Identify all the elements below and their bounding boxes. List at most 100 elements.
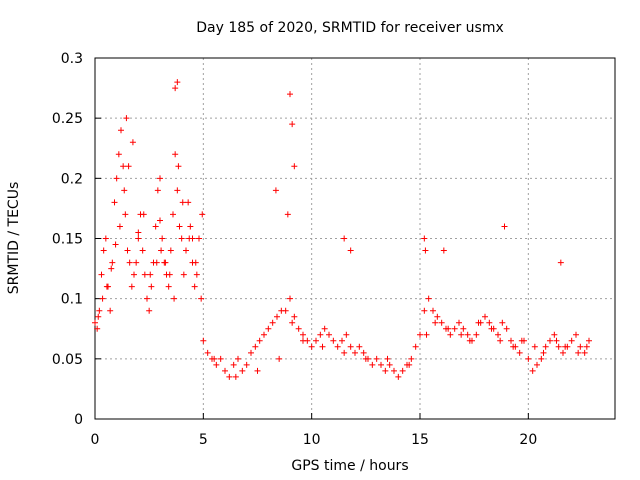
tick-layer: 0 5 10 15 20 0 0.05 0.1 0.15 0.2 0.25 0.3 xyxy=(52,51,537,448)
data-point-0-51 xyxy=(204,349,211,356)
data-point-0-155 xyxy=(171,295,178,302)
data-point-0-94 xyxy=(391,367,397,374)
data-point-0-178 xyxy=(488,325,495,332)
data-point-0-185 xyxy=(562,343,569,350)
data-point-0-142 xyxy=(103,283,110,290)
data-point-0-157 xyxy=(179,199,186,206)
data-point-0-145 xyxy=(116,223,123,230)
data-point-0-136 xyxy=(573,331,579,338)
x-tick-label-5: 5 xyxy=(199,432,208,448)
y-tick-label-0.1: 0.1 xyxy=(61,292,83,308)
data-point-0-41 xyxy=(180,271,187,278)
data-point-0-108 xyxy=(451,325,458,332)
data-point-0-2 xyxy=(96,307,103,314)
data-point-0-165 xyxy=(289,319,296,326)
data-point-0-101 xyxy=(421,307,428,314)
data-point-0-47 xyxy=(193,271,200,278)
data-point-0-119 xyxy=(499,319,506,326)
data-point-0-75 xyxy=(308,343,315,350)
data-point-0-139 xyxy=(586,337,592,344)
data-point-0-59 xyxy=(239,367,246,374)
data-point-0-197 xyxy=(135,229,142,236)
data-point-0-85 xyxy=(352,349,358,356)
data-point-0-111 xyxy=(464,331,471,338)
data-point-0-151 xyxy=(153,259,160,266)
data-point-0-153 xyxy=(162,259,169,266)
data-point-0-8 xyxy=(109,259,116,266)
data-point-0-184 xyxy=(553,337,560,344)
data-point-0-38 xyxy=(174,187,181,194)
data-point-0-174 xyxy=(445,325,452,332)
data-point-0-133 xyxy=(560,349,566,356)
data-point-0-46 xyxy=(191,283,198,290)
data-point-0-126 xyxy=(529,367,536,374)
data-point-0-163 xyxy=(254,367,261,374)
data-point-0-42 xyxy=(183,247,189,254)
data-point-0-160 xyxy=(199,211,206,218)
data-point-0-84 xyxy=(347,343,354,350)
data-point-0-22 xyxy=(139,247,146,254)
data-point-0-70 xyxy=(287,295,293,302)
data-point-0-90 xyxy=(373,355,380,362)
data-point-0-120 xyxy=(503,325,510,332)
data-point-0-192 xyxy=(174,79,181,86)
data-point-0-198 xyxy=(157,217,163,224)
data-point-0-65 xyxy=(265,325,272,332)
data-point-0-10 xyxy=(113,175,120,182)
data-point-0-113 xyxy=(473,331,480,338)
y-tick-label-0.15: 0.15 xyxy=(52,232,83,248)
data-point-0-103 xyxy=(430,307,436,314)
data-point-0-109 xyxy=(456,319,462,326)
data-point-0-154 xyxy=(166,271,173,278)
data-point-0-48 xyxy=(196,235,202,242)
data-point-0-58 xyxy=(235,355,241,362)
data-point-0-60 xyxy=(243,361,250,368)
data-point-0-175 xyxy=(458,331,465,338)
data-point-0-86 xyxy=(356,343,363,350)
data-point-0-95 xyxy=(395,373,402,380)
data-point-0-203 xyxy=(341,235,348,242)
data-point-0-110 xyxy=(460,325,467,332)
data-point-0-132 xyxy=(555,343,562,350)
y-axis-label: SRMTID / TECUs xyxy=(6,182,22,295)
data-point-0-127 xyxy=(534,361,540,368)
data-point-0-202 xyxy=(557,259,564,266)
data-point-0-129 xyxy=(542,343,549,350)
y-tick-label-0.2: 0.2 xyxy=(61,171,83,187)
data-point-0-199 xyxy=(189,235,196,242)
data-point-0-4 xyxy=(100,247,107,254)
data-point-0-171 xyxy=(406,361,413,368)
data-point-0-39 xyxy=(176,223,183,230)
data-point-0-121 xyxy=(508,337,514,344)
y-tick-label-0: 0 xyxy=(74,412,83,428)
data-point-0-19 xyxy=(133,259,140,266)
data-point-0-99 xyxy=(412,343,419,350)
data-point-0-54 xyxy=(217,355,224,362)
data-point-0-92 xyxy=(382,367,389,374)
data-point-0-62 xyxy=(252,343,259,350)
data-point-0-78 xyxy=(321,325,328,332)
data-point-0-168 xyxy=(341,349,348,356)
data-point-0-64 xyxy=(261,331,267,338)
data-point-0-159 xyxy=(192,259,199,266)
data-point-0-144 xyxy=(112,241,119,248)
data-point-0-164 xyxy=(276,355,283,362)
data-point-0-138 xyxy=(581,349,588,356)
x-tick-label-10: 10 xyxy=(303,432,321,448)
data-point-0-91 xyxy=(378,361,384,368)
data-point-0-135 xyxy=(568,337,575,344)
data-point-0-76 xyxy=(313,337,319,344)
data-point-0-140 xyxy=(95,313,102,320)
data-point-0-102 xyxy=(425,295,432,302)
data-point-0-37 xyxy=(172,151,179,158)
data-point-0-167 xyxy=(319,343,326,350)
data-point-0-123 xyxy=(516,349,523,356)
data-point-0-50 xyxy=(200,337,207,344)
x-axis-label: GPS time / hours xyxy=(291,458,408,474)
data-point-0-67 xyxy=(274,313,280,320)
data-point-0-15 xyxy=(124,247,131,254)
data-point-0-149 xyxy=(140,211,147,218)
data-point-0-35 xyxy=(167,247,174,254)
data-point-0-141 xyxy=(99,295,106,302)
data-point-0-13 xyxy=(120,163,127,170)
